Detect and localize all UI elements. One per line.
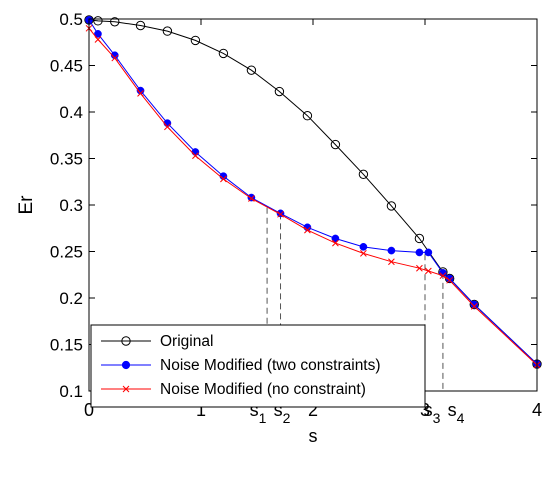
series-2-point — [425, 267, 432, 275]
series-1-point — [415, 248, 424, 257]
s-label-main: s — [250, 400, 259, 420]
s3-label: s3 — [424, 400, 441, 426]
s-label-main: s — [424, 400, 433, 420]
series-0-point — [218, 48, 229, 59]
s-label-subscript: 1 — [259, 410, 267, 426]
series-2-point — [439, 272, 447, 280]
x-axis-label: s — [309, 426, 318, 446]
series-0-point — [246, 65, 257, 75]
series-2-point — [111, 54, 119, 62]
series-1-point — [424, 248, 433, 257]
y-tick-label: 0.5 — [59, 10, 83, 29]
s2-label: s2 — [274, 400, 291, 426]
series-0-point — [302, 111, 313, 121]
series-2-point — [446, 276, 453, 284]
y-tick-label: 0.25 — [50, 243, 83, 262]
s1-label: s1 — [250, 400, 267, 426]
series-2-point — [192, 152, 199, 160]
y-axis-label: Er — [16, 195, 37, 215]
series-0-point — [190, 35, 201, 46]
series-0-point — [469, 299, 479, 310]
s-label-main: s — [274, 400, 283, 420]
legend-marker-1 — [121, 360, 131, 370]
series-2-point — [164, 123, 171, 131]
series-0-point — [135, 20, 146, 31]
series-2-point — [248, 195, 255, 202]
x-tick-label: 3 — [420, 400, 430, 420]
series-2-point — [360, 250, 367, 257]
series-2-point — [220, 175, 227, 183]
legend: Original Noise Modified (two constraints)… — [90, 324, 426, 408]
s-label-subscript: 3 — [433, 410, 441, 426]
series-0-point — [93, 16, 103, 26]
series-2-point — [304, 226, 311, 234]
y-tick-label: 0.2 — [59, 289, 83, 308]
axes-layer: 0.10.150.20.250.30.350.40.450.50 1 2 3 4s1 s2… — [16, 10, 542, 446]
legend-label-0: Original — [160, 333, 213, 350]
series-0-point — [358, 169, 369, 180]
series-0-point — [274, 86, 285, 97]
s4-label: s4 — [448, 400, 465, 426]
series-2-point — [332, 239, 339, 247]
series-1-point — [387, 246, 396, 255]
y-tick-label: 0.4 — [59, 103, 83, 122]
series-2-point — [416, 264, 423, 272]
series-2-point — [94, 36, 102, 43]
series-1-point — [470, 300, 479, 309]
x-tick-label: 2 — [308, 400, 318, 420]
y-tick-label: 0.3 — [59, 196, 83, 215]
s-label-subscript: 4 — [457, 410, 465, 426]
s-label-subscript: 2 — [283, 410, 291, 426]
legend-box — [90, 324, 426, 408]
series-1-point — [94, 30, 102, 38]
series-1-point — [359, 243, 368, 251]
y-tick-label: 0.35 — [50, 150, 83, 169]
series-0-point — [162, 26, 173, 36]
series-0-point — [414, 233, 425, 244]
y-tick-label: 0.1 — [59, 382, 83, 401]
series-2-point — [388, 258, 395, 266]
s-label-main: s — [448, 400, 457, 420]
x-tick-label: 4 — [532, 400, 542, 420]
y-tick-label: 0.15 — [50, 336, 83, 355]
legend-label-2: Noise Modified (no constraint) — [160, 381, 366, 398]
series-1-point — [331, 234, 340, 243]
series-2-point — [277, 210, 284, 218]
legend-marker-0 — [121, 336, 131, 346]
x-tick-label: 0 — [84, 400, 94, 420]
series-1-point — [191, 148, 200, 156]
series-2-point — [470, 303, 478, 310]
series-0-point — [330, 139, 341, 150]
legend-marker-2 — [122, 385, 130, 393]
x-tick-label: 1 — [196, 400, 206, 420]
y-tick-label: 0.45 — [50, 57, 83, 76]
series-0-point — [110, 17, 120, 27]
series-2-point — [137, 90, 144, 97]
series-0-point — [386, 201, 397, 211]
legend-label-1: Noise Modified (two constraints) — [160, 357, 381, 374]
